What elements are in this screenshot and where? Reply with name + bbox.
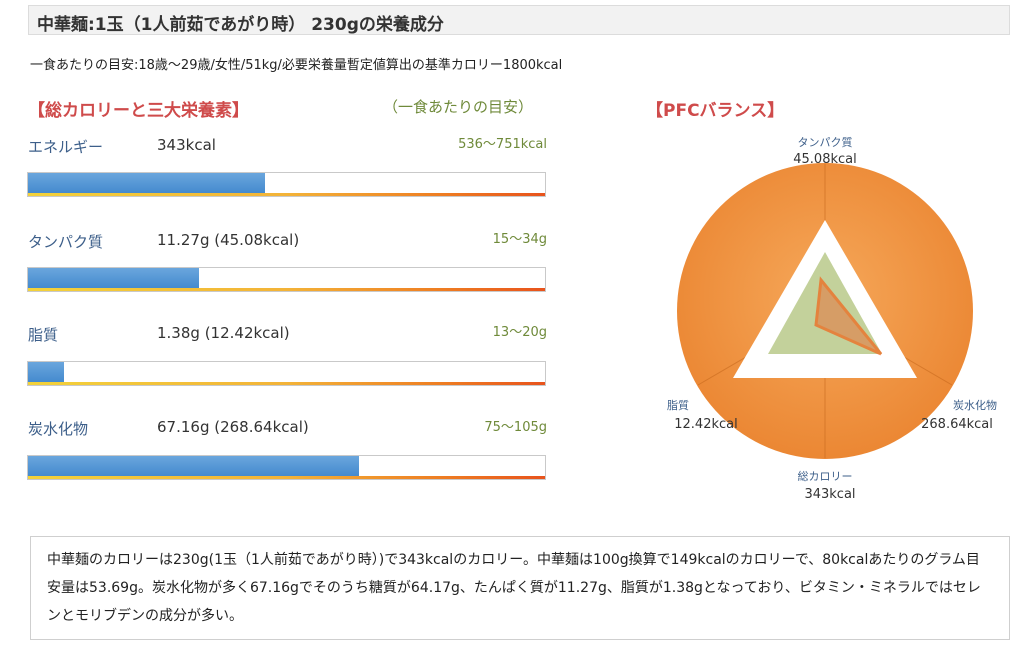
bar-fill-carbohydrate (28, 456, 359, 479)
description-text: 中華麺のカロリーは230g(1玉（1人前茹であがり時）)で343kcalのカロリ… (47, 552, 981, 624)
pfc-balance-chart: タンパク質 45.08kcal 炭水化物 268.64kcal 総カロリー 34… (667, 135, 997, 502)
nutrient-range-energy: 536〜751kcal (458, 137, 547, 152)
bar-fill-protein (28, 268, 200, 291)
nutrient-bar-energy (27, 172, 546, 197)
page-title: 中華麺:1玉（1人前茹であがり時） 230gの栄養成分 (37, 15, 444, 35)
pfc-section-title: 【PFCバランス】 (646, 101, 785, 121)
bar-range-line-energy (28, 193, 545, 196)
header-bar: 中華麺:1玉（1人前茹であがり時） 230gの栄養成分 (28, 5, 1010, 35)
nutrient-value-protein: 11.27g (45.08kcal) (157, 231, 300, 249)
pfc-label-carbohydrate: 炭水化物 (953, 398, 997, 412)
bar-range-line-carbohydrate (28, 476, 545, 479)
bar-fill-energy (28, 173, 266, 196)
nutrient-label-energy: エネルギー (28, 138, 104, 156)
nutrient-bar-carbohydrate (27, 455, 546, 480)
nutrient-range-fat: 13〜20g (492, 325, 547, 340)
nutrient-range-carbohydrate: 75〜105g (484, 420, 547, 435)
nutrient-label-fat: 脂質 (28, 326, 59, 344)
nutrient-value-carbohydrate: 67.16g (268.64kcal) (157, 418, 309, 436)
nutrient-bar-protein (27, 267, 546, 292)
reference-note: 一食あたりの目安:18歳〜29歳/女性/51kg/必要栄養量暫定値算出の基準カロ… (30, 58, 563, 73)
pfc-label-protein: タンパク質 (798, 135, 853, 149)
pfc-actual-polygon (814, 276, 883, 356)
pfc-value-carbohydrate: 268.64kcal (921, 417, 993, 432)
nutrient-range-protein: 15〜34g (492, 232, 547, 247)
nutrient-value-fat: 1.38g (12.42kcal) (157, 324, 290, 342)
pfc-value-fat: 12.42kcal (674, 417, 737, 432)
nutrient-label-protein: タンパク質 (28, 233, 104, 251)
pfc-label-fat: 脂質 (667, 398, 689, 412)
bar-range-line-protein (28, 288, 545, 291)
nutrient-bar-fat (27, 361, 546, 386)
pfc-value-protein: 45.08kcal (793, 152, 856, 167)
description-box: 中華麺のカロリーは230g(1玉（1人前茹であがり時）)で343kcalのカロリ… (30, 536, 1010, 640)
per-meal-note: （一食あたりの目安） (383, 98, 534, 116)
nutrient-label-carbohydrate: 炭水化物 (28, 420, 89, 438)
pfc-value-total-calories: 343kcal (804, 487, 855, 502)
nutrients-section-title: 【総カロリーと三大栄養素】 (28, 101, 249, 121)
pfc-label-total-calories: 総カロリー (798, 469, 853, 483)
bar-range-line-fat (28, 382, 545, 385)
bar-fill-fat (28, 362, 64, 385)
nutrient-value-energy: 343kcal (157, 136, 216, 154)
